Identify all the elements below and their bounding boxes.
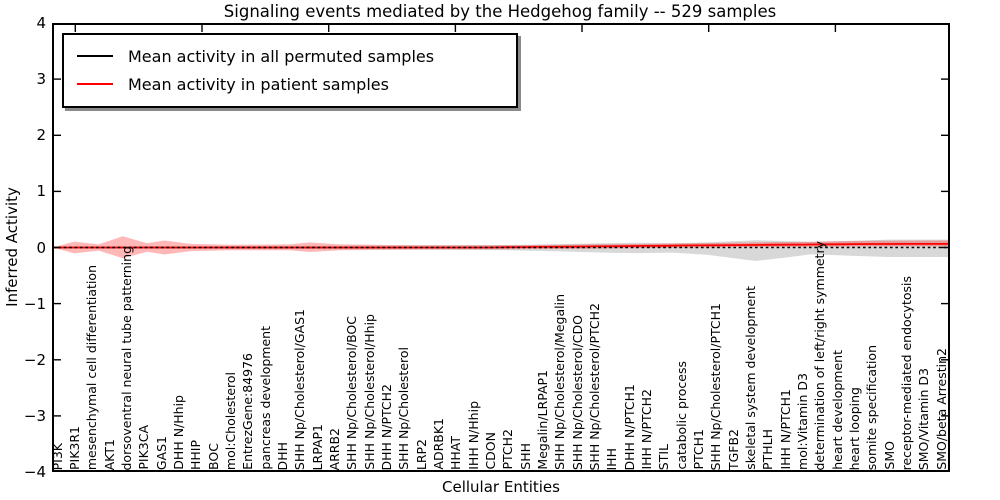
x-tick-label: IHH N/PTCH1 bbox=[777, 389, 793, 470]
x-tick-label: HHIP bbox=[188, 439, 204, 470]
y-tick-label: 1 bbox=[36, 182, 46, 201]
x-tick-label: SMO/beta Arrestin2 bbox=[933, 348, 949, 470]
x-tick-label: SHH Np/Cholesterol/CDO bbox=[569, 314, 585, 470]
patient-mean-line bbox=[53, 242, 948, 249]
x-tick-label: PTHLH bbox=[760, 429, 776, 470]
x-tick-label: SHH Np/Cholesterol/BOC bbox=[344, 316, 360, 470]
y-tick-label: −3 bbox=[23, 406, 46, 425]
axes-frame bbox=[52, 23, 950, 472]
x-tick-label: SHH Np/Cholesterol/Hhip bbox=[361, 314, 377, 470]
legend: Mean activity in all permuted samples Me… bbox=[62, 33, 518, 108]
x-tick-label: mol:Cholesterol bbox=[222, 371, 238, 470]
x-tick-label: SMO bbox=[881, 441, 897, 470]
x-axis-label: Cellular Entities bbox=[442, 478, 560, 496]
plot-area: PI3K PIK3R1 mesenchymal cell differentiati… bbox=[49, 22, 950, 473]
x-tick-label: TGFB2 bbox=[725, 428, 741, 470]
x-tick-label: PIK3R1 bbox=[66, 425, 82, 470]
y-tick-label: 0 bbox=[36, 238, 46, 257]
x-tick-label: IHH N/Hhip bbox=[465, 401, 481, 470]
x-tick-label: CDON bbox=[482, 432, 498, 470]
y-tick-label: −2 bbox=[23, 350, 46, 369]
legend-entry-patient: Mean activity in patient samples bbox=[64, 70, 516, 98]
x-tick-label: SHH bbox=[517, 443, 533, 470]
x-tick-label: SHH Np/Cholesterol bbox=[396, 347, 412, 470]
x-tick-label: AKT1 bbox=[101, 438, 117, 470]
x-tick-label: heart looping bbox=[846, 386, 862, 470]
x-tick-label: SHH Np/Cholesterol/Megalin bbox=[552, 294, 568, 470]
x-tick-label: DHH N/PTCH2 bbox=[378, 383, 394, 470]
x-tick-label: IHH bbox=[604, 447, 620, 471]
x-tick-label: receptor-mediated endocytosis bbox=[898, 275, 914, 470]
red-line-swatch-icon bbox=[77, 83, 113, 85]
y-tick-label: 3 bbox=[36, 70, 46, 89]
x-tick-label: DHH N/PTCH1 bbox=[621, 383, 637, 470]
legend-label: Mean activity in patient samples bbox=[128, 74, 389, 94]
x-tick-label: dorsoventral neural tube patterning bbox=[118, 245, 134, 471]
x-tick-label: HHAT bbox=[448, 435, 464, 470]
chart-title: Signaling events mediated by the Hedgeho… bbox=[223, 2, 777, 21]
x-tick-label: IHH N/PTCH2 bbox=[638, 389, 654, 470]
x-tick-label: GAS1 bbox=[153, 435, 169, 470]
y-tick-label: 4 bbox=[36, 14, 46, 32]
x-tick-label: PI3K bbox=[49, 442, 65, 470]
chart-canvas bbox=[52, 22, 950, 473]
x-tick-label: skeletal system development bbox=[742, 286, 758, 470]
x-tick-label: SHH Np/Cholesterol/PTCH1 bbox=[708, 302, 724, 471]
x-tick-label: determination of left/right symmetry bbox=[812, 240, 828, 471]
y-tick-label: −4 bbox=[23, 463, 46, 481]
x-tick-label: mesenchymal cell differentiation bbox=[84, 264, 100, 470]
x-tick-label: PTCH1 bbox=[690, 429, 706, 470]
x-tick-label: DHH bbox=[274, 441, 290, 470]
legend-label: Mean activity in all permuted samples bbox=[128, 46, 435, 66]
x-tick-label: ARRB2 bbox=[326, 427, 342, 470]
x-tick-label: PTCH2 bbox=[500, 429, 516, 470]
x-tick-label: ADRBK1 bbox=[430, 418, 446, 470]
legend-entry-permuted: Mean activity in all permuted samples bbox=[64, 42, 516, 70]
x-tick-label: STIL bbox=[656, 443, 672, 470]
x-tick-label: SMO/Vitamin D3 bbox=[916, 367, 932, 470]
x-tick-label: PIK3CA bbox=[136, 425, 152, 470]
y-tick-label: 2 bbox=[36, 126, 46, 145]
x-tick-label: pancreas development bbox=[257, 326, 273, 470]
x-tick-label: catabolic process bbox=[673, 361, 689, 470]
y-tick-label: −1 bbox=[23, 294, 46, 313]
x-tick-label: SHH Np/Cholesterol/PTCH2 bbox=[586, 302, 602, 471]
x-tick-label: Megalin/LRPAP1 bbox=[534, 370, 550, 470]
x-tick-label: DHH N/Hhip bbox=[170, 395, 186, 470]
x-tick-label: LRPAP1 bbox=[309, 423, 325, 470]
x-tick-label: EntrezGene:84976 bbox=[240, 353, 256, 470]
black-line-swatch-icon bbox=[77, 55, 113, 57]
x-tick-label: heart development bbox=[829, 350, 845, 470]
x-tick-label: SHH Np/Cholesterol/GAS1 bbox=[292, 308, 308, 470]
x-tick-label: mol:Vitamin D3 bbox=[794, 373, 810, 470]
x-tick-label: BOC bbox=[205, 443, 221, 470]
x-tick-label: LRP2 bbox=[413, 438, 429, 470]
x-tick-label: somite specification bbox=[864, 344, 880, 470]
